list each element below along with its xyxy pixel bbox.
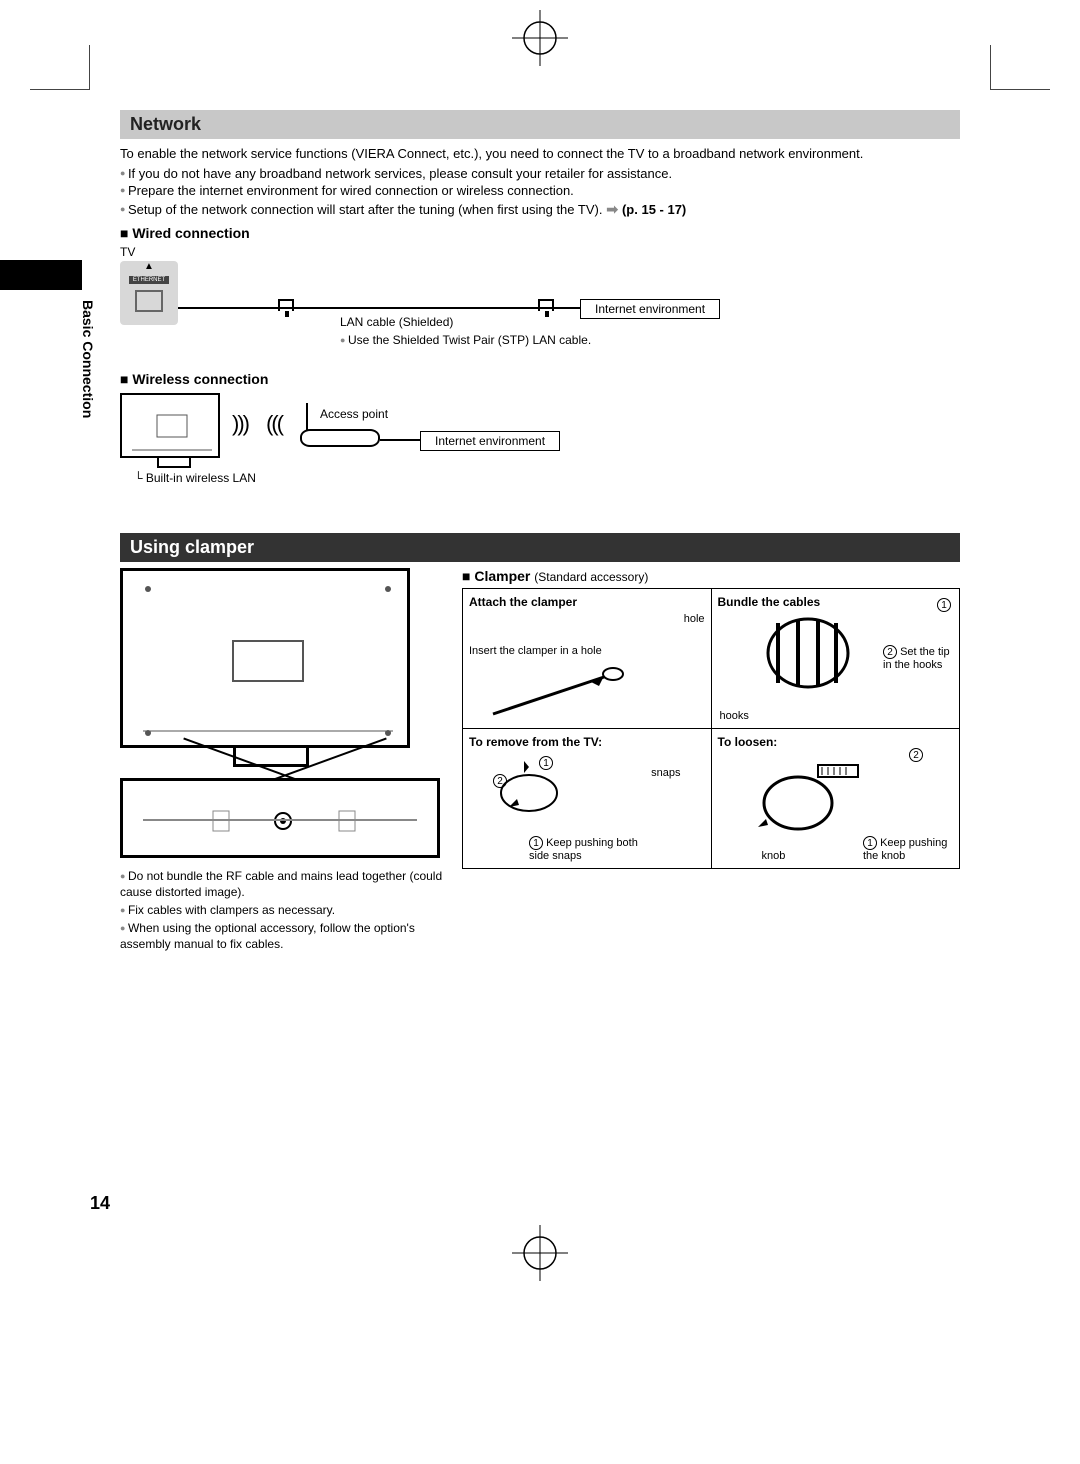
cell-loosen: To loosen: 2 knob 1 Keep pushing the kno… bbox=[711, 728, 960, 868]
wifi-waves-out-icon: ))) bbox=[232, 411, 248, 437]
clamper-zoom-diagram bbox=[120, 778, 440, 858]
page-content: Network To enable the network service fu… bbox=[120, 110, 960, 954]
step-1-badge: 1 bbox=[539, 756, 553, 770]
tv-rear-icon bbox=[120, 393, 220, 458]
internet-env-box-wireless: Internet environment bbox=[420, 431, 560, 451]
remove-keep-text: Keep pushing both side snaps bbox=[529, 837, 638, 862]
wireless-heading: Wireless connection bbox=[120, 371, 960, 387]
attach-text: Insert the clamper in a hole bbox=[469, 645, 705, 658]
remove-snaps-label: snaps bbox=[651, 767, 680, 779]
network-bullets: If you do not have any broadband network… bbox=[120, 165, 960, 219]
bundle-hooks-label: hooks bbox=[720, 710, 749, 722]
clamper-instruction-table: Attach the clamper hole Insert the clamp… bbox=[462, 588, 960, 869]
builtin-wlan-label: Built-in wireless LAN bbox=[134, 471, 256, 485]
ap-antenna-icon bbox=[306, 403, 308, 431]
clamper-left-column: Do not bundle the RF cable and mains lea… bbox=[120, 568, 450, 955]
registration-mark-top bbox=[512, 10, 568, 69]
lan-plug-2 bbox=[538, 299, 554, 311]
network-bullet-3: Setup of the network connection will sta… bbox=[120, 200, 960, 219]
tv-rear-large-diagram bbox=[120, 568, 410, 748]
clamper-sub-heading-text: Clamper bbox=[474, 568, 530, 584]
clamper-note-2: Fix cables with clampers as necessary. bbox=[120, 902, 450, 918]
access-point-label: Access point bbox=[320, 407, 388, 421]
ap-to-internet-line bbox=[380, 439, 420, 441]
wired-diagram: TV ▲ ETHERNET LAN cable (Shielded) Use t… bbox=[120, 245, 960, 365]
loosen-diagram bbox=[718, 753, 954, 833]
access-point-icon bbox=[300, 429, 380, 447]
clamper-sub-heading: Clamper (Standard accessory) bbox=[462, 568, 960, 584]
wireless-diagram: ))) ))) Access point Internet environmen… bbox=[120, 393, 960, 493]
side-black-tab bbox=[0, 260, 82, 290]
cell-attach: Attach the clamper hole Insert the clamp… bbox=[463, 588, 712, 728]
remove-title: To remove from the TV: bbox=[469, 735, 705, 749]
registration-mark-bottom bbox=[512, 1225, 568, 1284]
internet-env-box-wired: Internet environment bbox=[580, 299, 720, 319]
clamper-note-3: When using the optional accessory, follo… bbox=[120, 920, 450, 952]
wifi-waves-in-icon: ))) bbox=[268, 411, 284, 437]
tv-label: TV bbox=[120, 245, 135, 259]
network-heading: Network bbox=[120, 110, 960, 139]
clamper-note-1: Do not bundle the RF cable and mains lea… bbox=[120, 868, 450, 900]
crop-mark-tr bbox=[990, 45, 1050, 90]
step-2-badge: 2 bbox=[883, 645, 897, 659]
ethernet-port-icon: ▲ ETHERNET bbox=[120, 261, 178, 325]
attach-hole-label: hole bbox=[469, 613, 705, 625]
ethernet-label: ETHERNET bbox=[129, 276, 169, 284]
clamper-right-column: Clamper (Standard accessory) Attach the … bbox=[462, 568, 960, 869]
lan-plug-1 bbox=[278, 299, 294, 311]
crop-mark-tl bbox=[30, 45, 90, 90]
cell-remove: To remove from the TV: 1 2 snaps 1 Keep … bbox=[463, 728, 712, 868]
step-1-badge: 1 bbox=[863, 836, 877, 850]
network-bullet-1: If you do not have any broadband network… bbox=[120, 165, 960, 183]
page-ref: (p. 15 - 17) bbox=[602, 202, 686, 217]
network-intro: To enable the network service functions … bbox=[120, 145, 960, 163]
step-2-badge: 2 bbox=[493, 774, 507, 788]
wired-heading: Wired connection bbox=[120, 225, 960, 241]
cell-bundle: Bundle the cables 1 2 Set the tip in the… bbox=[711, 588, 960, 728]
attach-diagram bbox=[463, 664, 711, 724]
clamper-sub-note: (Standard accessory) bbox=[534, 570, 648, 584]
lan-cable-label: LAN cable (Shielded) bbox=[340, 315, 453, 329]
network-bullet-3-text: Setup of the network connection will sta… bbox=[128, 202, 603, 217]
clamper-heading: Using clamper bbox=[120, 533, 960, 562]
step-1-badge: 1 bbox=[529, 836, 543, 850]
step-1-badge: 1 bbox=[937, 598, 951, 612]
lan-cable-note: Use the Shielded Twist Pair (STP) LAN ca… bbox=[340, 333, 591, 347]
attach-title: Attach the clamper bbox=[469, 595, 705, 609]
loosen-knob-label: knob bbox=[762, 850, 786, 862]
step-2-badge: 2 bbox=[909, 748, 923, 762]
page-number: 14 bbox=[90, 1193, 110, 1214]
side-tab-label: Basic Connection bbox=[80, 300, 96, 418]
bundle-title: Bundle the cables bbox=[718, 595, 954, 609]
remove-diagram bbox=[469, 753, 705, 823]
clamper-notes-list: Do not bundle the RF cable and mains lea… bbox=[120, 868, 450, 953]
network-bullet-2: Prepare the internet environment for wir… bbox=[120, 182, 960, 200]
